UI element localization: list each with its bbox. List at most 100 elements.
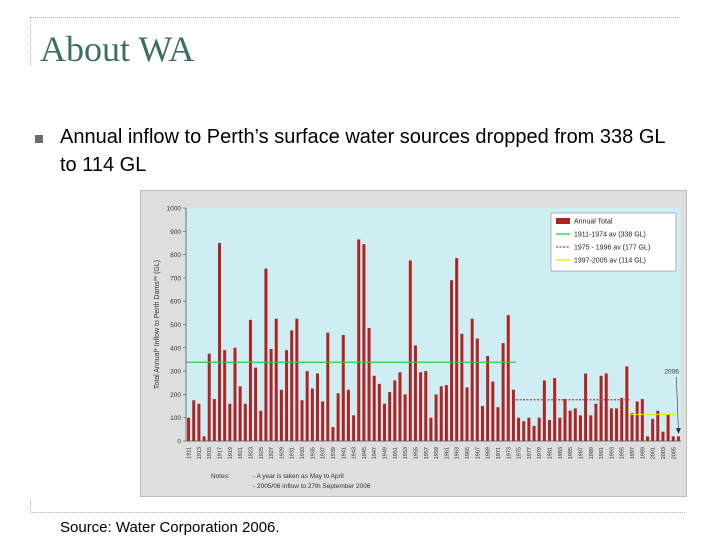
inflow-bar [388, 392, 392, 441]
x-tick-label: 1973 [506, 447, 512, 459]
inflow-bar [558, 417, 562, 441]
inflow-bar [640, 399, 644, 441]
inflow-bar [651, 418, 655, 441]
inflow-bar [321, 401, 325, 441]
note-line: - 2005/06 inflow to 27th September 2006 [253, 483, 371, 490]
x-tick-label: 1991 [599, 447, 605, 459]
inflow-bar [429, 417, 433, 441]
inflow-bar [625, 366, 629, 441]
inflow-bar [439, 386, 443, 441]
inflow-bar [279, 389, 283, 441]
inflow-bar [599, 375, 603, 441]
inflow-bar [362, 244, 366, 441]
x-tick-label: 1987 [578, 447, 584, 459]
inflow-bar [522, 421, 526, 441]
x-tick-label: 1965 [465, 447, 471, 459]
x-tick-label: 1939 [331, 447, 337, 459]
x-tick-label: 1967 [475, 447, 481, 459]
inflow-bar [511, 389, 515, 441]
x-tick-label: 1963 [455, 447, 461, 459]
y-tick-label: 700 [170, 275, 181, 282]
bottom-border-line [30, 512, 685, 513]
inflow-bar [615, 408, 619, 441]
inflow-bar [537, 417, 541, 441]
annotation-arrowhead [675, 428, 681, 435]
x-tick-label: 1959 [434, 447, 440, 459]
x-tick-label: 1995 [620, 447, 626, 459]
inflow-bar [589, 415, 593, 441]
inflow-bar [357, 239, 361, 441]
inflow-bar [676, 436, 680, 441]
y-tick-label: 400 [170, 345, 181, 352]
y-tick-label: 900 [170, 229, 181, 236]
bullet-text: Annual inflow to Perth’s surface water s… [60, 126, 665, 176]
bottom-left-border-line [30, 500, 31, 512]
x-tick-label: 1919 [228, 447, 234, 459]
inflow-bar [527, 417, 531, 441]
inflow-bar [372, 375, 376, 441]
inflow-bar [326, 332, 330, 441]
y-axis-label: Total Annual* Inflow to Perth Dams** (GL… [154, 260, 161, 389]
inflow-bar [228, 403, 232, 441]
inflow-chart: Total Annual* Inflow to Perth Dams** (GL… [154, 206, 681, 490]
inflow-bar [238, 386, 242, 441]
x-tick-label: 1969 [486, 447, 492, 459]
legend-label: 1975 - 1996 av (177 GL) [574, 245, 650, 252]
top-border-line [30, 17, 680, 18]
inflow-bar [553, 378, 557, 441]
inflow-bar [450, 280, 454, 441]
inflow-bar [300, 400, 304, 441]
x-tick-label: 1917 [218, 447, 224, 459]
inflow-bar [264, 268, 268, 441]
inflow-bar [501, 343, 505, 441]
inflow-bar [645, 436, 649, 441]
inflow-bar [480, 406, 484, 441]
legend-label: 1911-1974 av (338 GL) [574, 232, 646, 239]
x-tick-label: 1957 [424, 447, 430, 459]
x-tick-label: 1985 [568, 447, 574, 459]
inflow-bar [346, 389, 350, 441]
inflow-bar [336, 393, 340, 441]
annotation-2006: 2006 [664, 368, 679, 375]
legend-swatch-bar [556, 218, 570, 224]
source-text: Source: Water Corporation 2006. [60, 519, 280, 536]
x-tick-label: 1931 [290, 447, 296, 459]
x-tick-label: 1927 [269, 447, 275, 459]
inflow-bar [671, 436, 675, 441]
x-tick-label: 1911 [187, 447, 193, 459]
inflow-bar [269, 348, 273, 441]
inflow-bar [542, 380, 546, 441]
x-tick-label: 1935 [310, 447, 316, 459]
inflow-bar [620, 397, 624, 441]
inflow-bar [202, 436, 206, 441]
inflow-bar [403, 394, 407, 441]
inflow-bar [465, 387, 469, 441]
x-tick-label: 1993 [609, 447, 615, 459]
x-tick-label: 1913 [197, 447, 203, 459]
inflow-bar [259, 410, 263, 441]
notes-label: Notes: [211, 473, 230, 480]
inflow-bar [563, 399, 567, 441]
inflow-bar [398, 372, 402, 441]
inflow-bar [413, 345, 417, 441]
inflow-bar [310, 388, 314, 441]
inflow-bar [254, 367, 258, 441]
x-tick-label: 1949 [383, 447, 389, 459]
inflow-bar [578, 415, 582, 441]
chart-frame: Total Annual* Inflow to Perth Dams** (GL… [140, 190, 687, 497]
x-tick-label: 1947 [372, 447, 378, 459]
x-tick-label: 1929 [279, 447, 285, 459]
inflow-bar [243, 403, 247, 441]
y-tick-label: 1000 [167, 206, 182, 213]
y-tick-label: 600 [170, 299, 181, 306]
inflow-bar [455, 258, 459, 441]
x-tick-label: 1921 [238, 447, 244, 459]
x-tick-label: 1933 [300, 447, 306, 459]
left-border-line [30, 17, 31, 65]
note-line: - A year is taken as May to April [253, 473, 344, 480]
inflow-bar [604, 373, 608, 441]
inflow-bar [295, 318, 299, 441]
x-tick-label: 1999 [640, 447, 646, 459]
inflow-bar [424, 371, 428, 441]
inflow-bar [367, 327, 371, 441]
